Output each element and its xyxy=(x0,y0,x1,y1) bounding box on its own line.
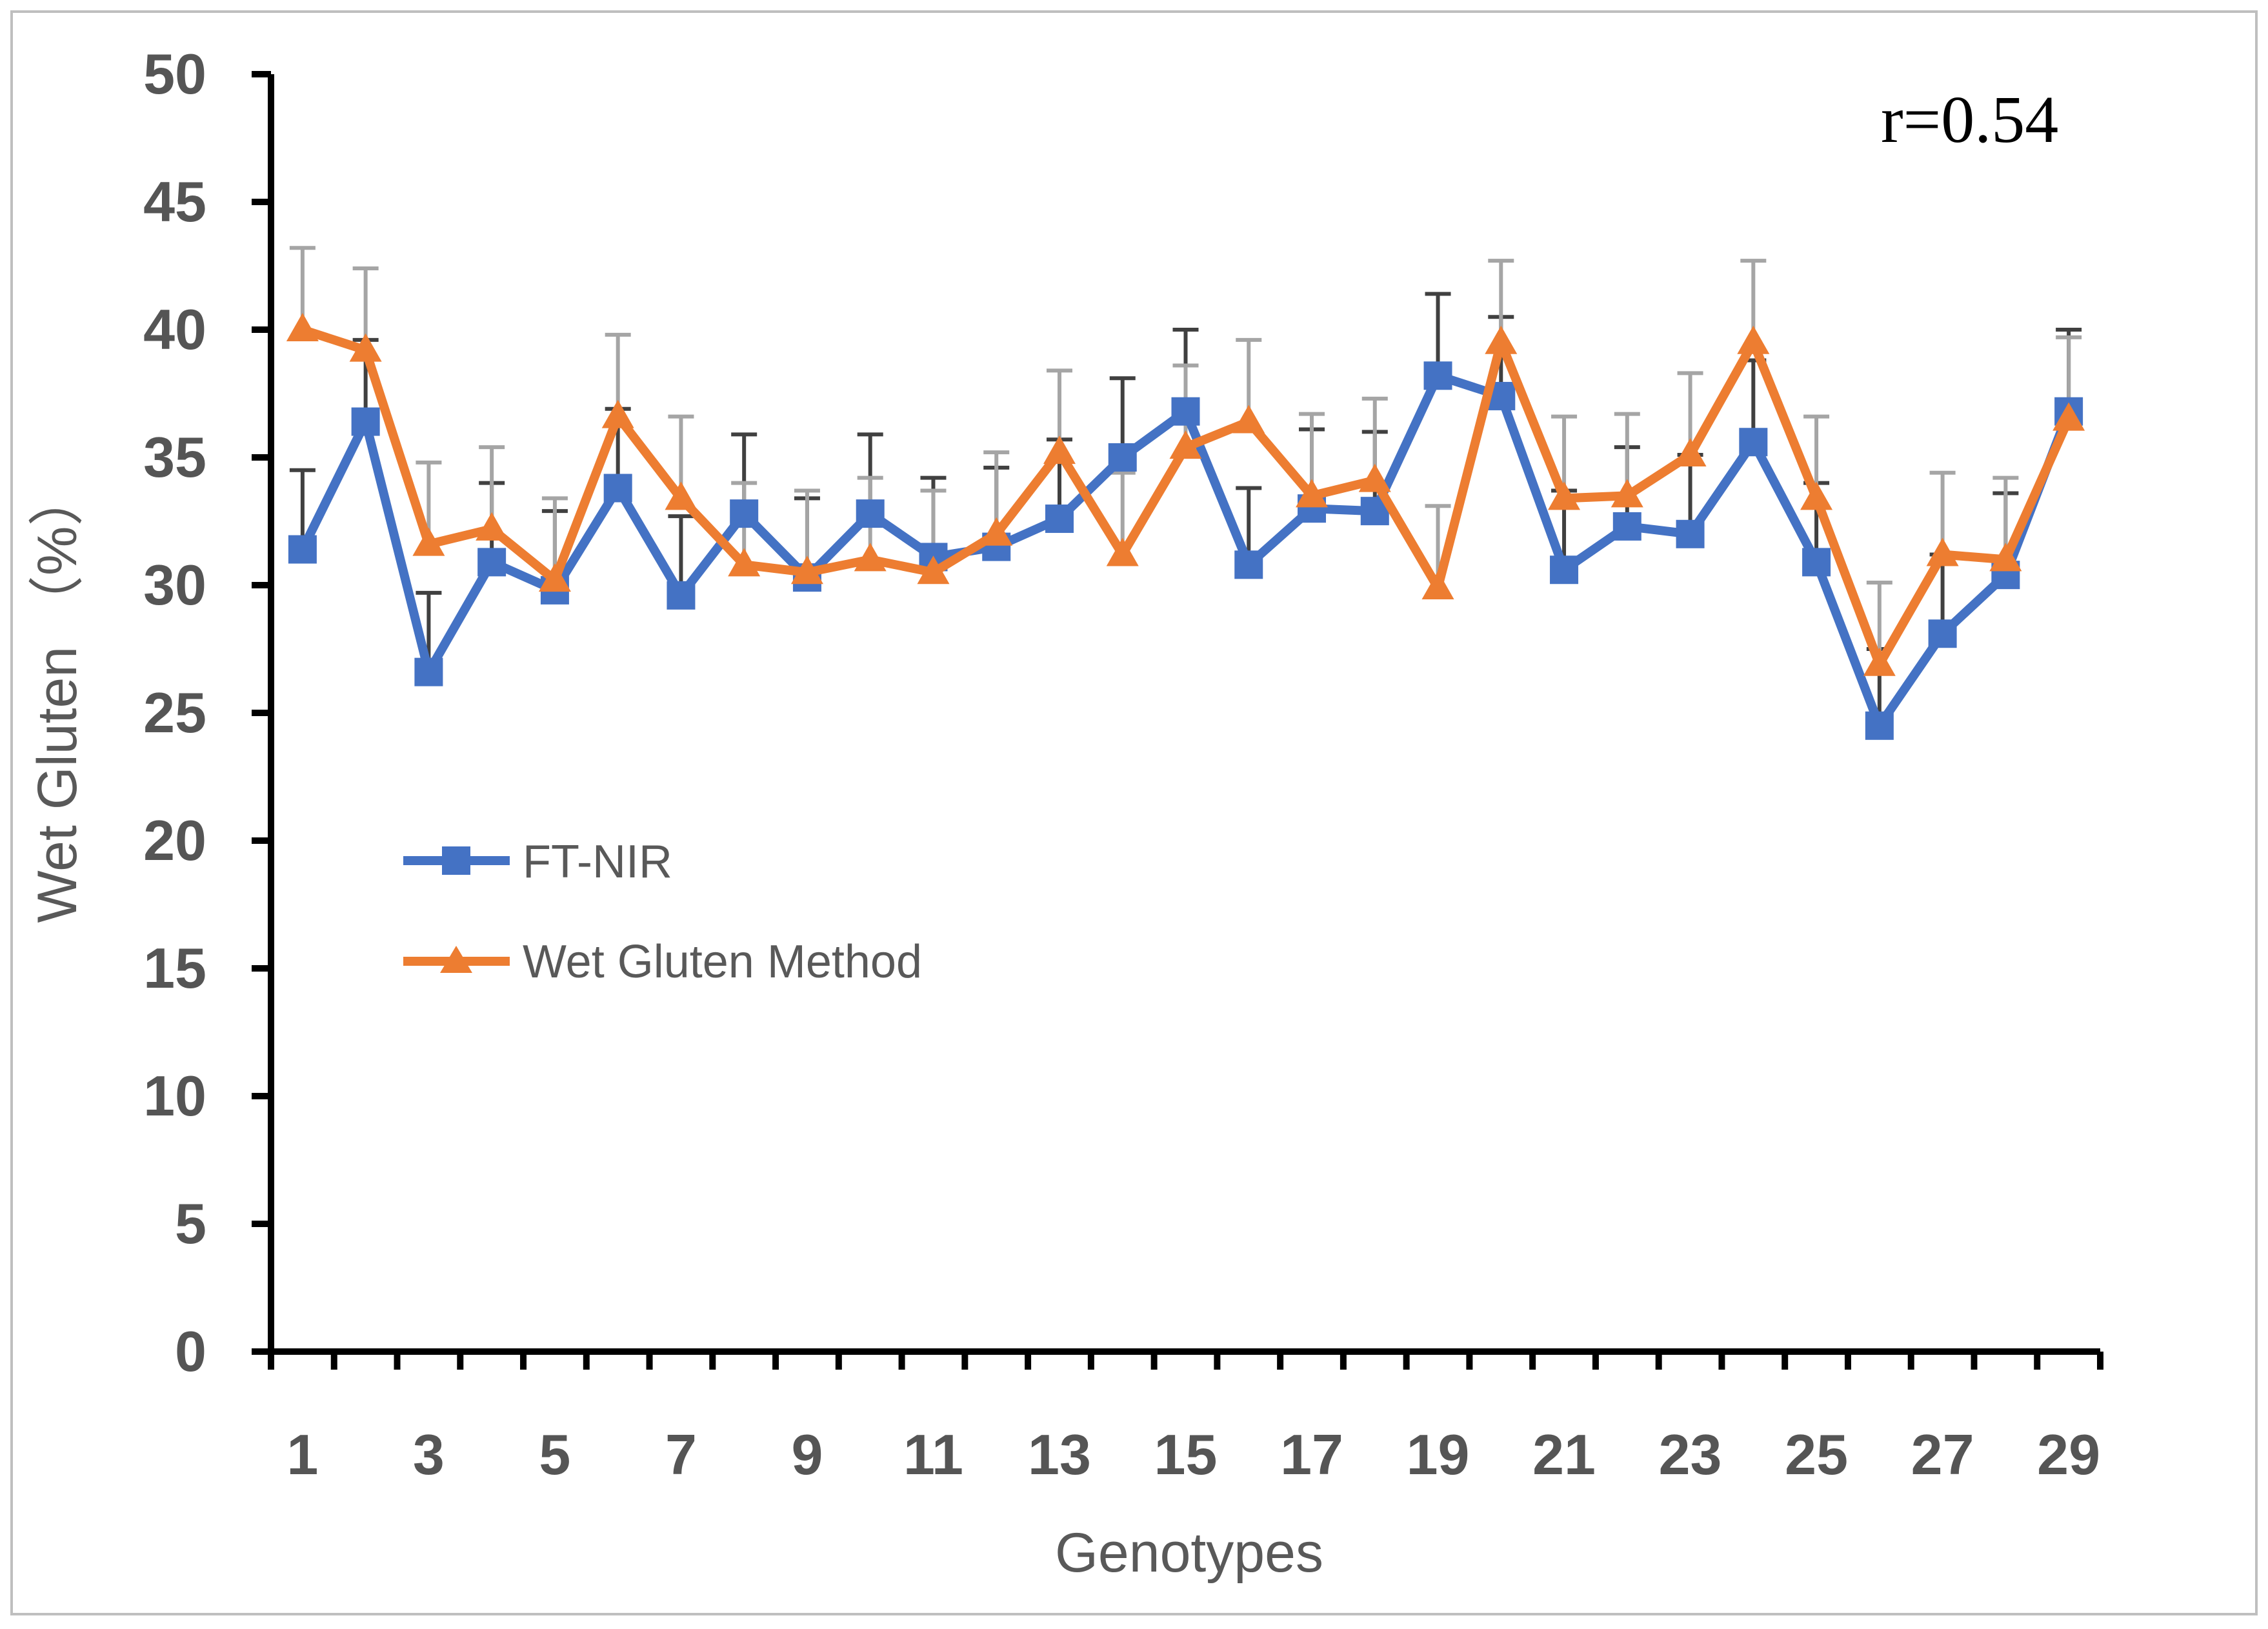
data-point-wet-gluten-method-2 xyxy=(349,333,382,362)
y-tick-label-25: 25 xyxy=(143,681,206,745)
data-point-wet-gluten-method-21 xyxy=(1548,481,1581,510)
data-point-wet-gluten-method-5 xyxy=(538,563,571,592)
data-point-ft-nir-16 xyxy=(1234,550,1263,579)
data-point-wet-gluten-method-14 xyxy=(1106,537,1139,566)
data-point-ft-nir-6 xyxy=(603,474,632,503)
x-tick-label-29: 29 xyxy=(2037,1423,2100,1486)
data-point-ft-nir-26 xyxy=(1865,711,1894,740)
y-tick-label-35: 35 xyxy=(143,425,206,489)
y-tick-label-50: 50 xyxy=(143,42,206,106)
x-tick-label-1: 1 xyxy=(286,1423,318,1486)
data-point-ft-nir-2 xyxy=(351,407,380,436)
data-point-ft-nir-15 xyxy=(1171,397,1200,426)
axes-layer xyxy=(252,71,2103,1370)
x-tick-label-21: 21 xyxy=(1532,1423,1596,1486)
data-point-wet-gluten-method-26 xyxy=(1863,647,1896,676)
x-tick-label-23: 23 xyxy=(1659,1423,1722,1486)
legend: FT-NIR Wet Gluten Method xyxy=(403,836,922,988)
y-tick-label-15: 15 xyxy=(143,936,206,1000)
data-point-wet-gluten-method-4 xyxy=(476,512,508,541)
data-point-ft-nir-22 xyxy=(1612,512,1641,541)
data-point-wet-gluten-method-19 xyxy=(1421,570,1454,599)
data-point-wet-gluten-method-18 xyxy=(1358,463,1391,492)
data-point-ft-nir-3 xyxy=(414,657,443,686)
legend-label-wet-gluten-method: Wet Gluten Method xyxy=(523,936,922,988)
data-point-ft-nir-27 xyxy=(1928,619,1957,648)
legend-label-ft-nir: FT-NIR xyxy=(523,836,672,888)
x-tick-label-17: 17 xyxy=(1280,1423,1343,1486)
legend-swatch-wet-gluten-marker xyxy=(440,946,472,973)
x-tick-label-13: 13 xyxy=(1028,1423,1091,1486)
data-point-wet-gluten-method-29 xyxy=(2052,402,2085,431)
data-point-ft-nir-19 xyxy=(1423,361,1452,390)
data-point-wet-gluten-method-13 xyxy=(1043,435,1076,465)
x-tick-label-11: 11 xyxy=(903,1423,963,1486)
y-tick-label-5: 5 xyxy=(175,1192,206,1255)
x-tick-label-5: 5 xyxy=(539,1423,570,1486)
y-tick-label-45: 45 xyxy=(143,170,206,234)
x-tick-label-9: 9 xyxy=(791,1423,823,1486)
y-tick-label-0: 0 xyxy=(175,1319,206,1383)
data-point-wet-gluten-method-16 xyxy=(1232,405,1265,434)
x-tick-label-25: 25 xyxy=(1785,1423,1848,1486)
data-point-wet-gluten-method-9 xyxy=(790,555,823,585)
x-tick-label-27: 27 xyxy=(1911,1423,1974,1486)
data-point-ft-nir-1 xyxy=(288,535,317,564)
x-tick-label-15: 15 xyxy=(1154,1423,1218,1486)
data-point-ft-nir-25 xyxy=(1802,548,1831,577)
data-point-wet-gluten-method-23 xyxy=(1674,438,1707,467)
data-point-wet-gluten-method-15 xyxy=(1169,430,1202,459)
y-tick-label-40: 40 xyxy=(143,297,206,361)
correlation-annotation: r=0.54 xyxy=(1881,83,2058,157)
chart-border xyxy=(10,10,2258,1615)
x-tick-label-19: 19 xyxy=(1407,1423,1470,1486)
y-tick-label-30: 30 xyxy=(143,553,206,617)
data-point-ft-nir-14 xyxy=(1108,443,1137,472)
data-point-ft-nir-24 xyxy=(1739,428,1768,457)
data-point-ft-nir-21 xyxy=(1550,555,1579,585)
data-point-wet-gluten-method-11 xyxy=(917,555,950,585)
data-point-wet-gluten-method-28 xyxy=(1989,543,2022,572)
data-point-wet-gluten-method-17 xyxy=(1296,479,1329,508)
data-point-wet-gluten-method-24 xyxy=(1737,325,1770,354)
data-point-wet-gluten-method-20 xyxy=(1485,325,1518,354)
data-point-ft-nir-13 xyxy=(1045,505,1074,534)
data-point-wet-gluten-method-27 xyxy=(1926,537,1959,566)
data-point-wet-gluten-method-3 xyxy=(412,527,445,556)
data-point-ft-nir-8 xyxy=(730,499,759,528)
x-axis-title: Genotypes xyxy=(1055,1522,1323,1584)
data-point-wet-gluten-method-1 xyxy=(286,313,319,341)
data-point-ft-nir-7 xyxy=(667,581,696,610)
x-tick-label-3: 3 xyxy=(413,1423,445,1486)
data-point-ft-nir-23 xyxy=(1676,519,1705,548)
data-point-ft-nir-4 xyxy=(477,548,507,577)
y-tick-label-10: 10 xyxy=(143,1064,206,1128)
data-point-wet-gluten-method-7 xyxy=(665,481,697,510)
data-point-wet-gluten-method-6 xyxy=(601,399,634,428)
data-point-wet-gluten-method-12 xyxy=(980,517,1013,546)
x-tick-label-7: 7 xyxy=(665,1423,697,1486)
y-axis-title: Wet Gluten （%） xyxy=(26,471,88,923)
y-tick-label-20: 20 xyxy=(143,808,206,872)
data-point-wet-gluten-method-22 xyxy=(1611,479,1643,508)
data-point-ft-nir-10 xyxy=(856,499,885,528)
series-layer xyxy=(286,313,2085,740)
data-point-wet-gluten-method-10 xyxy=(854,543,887,572)
legend-swatch-ft-nir-marker xyxy=(442,846,470,875)
data-point-wet-gluten-method-8 xyxy=(728,548,761,577)
data-point-wet-gluten-method-25 xyxy=(1800,481,1833,510)
